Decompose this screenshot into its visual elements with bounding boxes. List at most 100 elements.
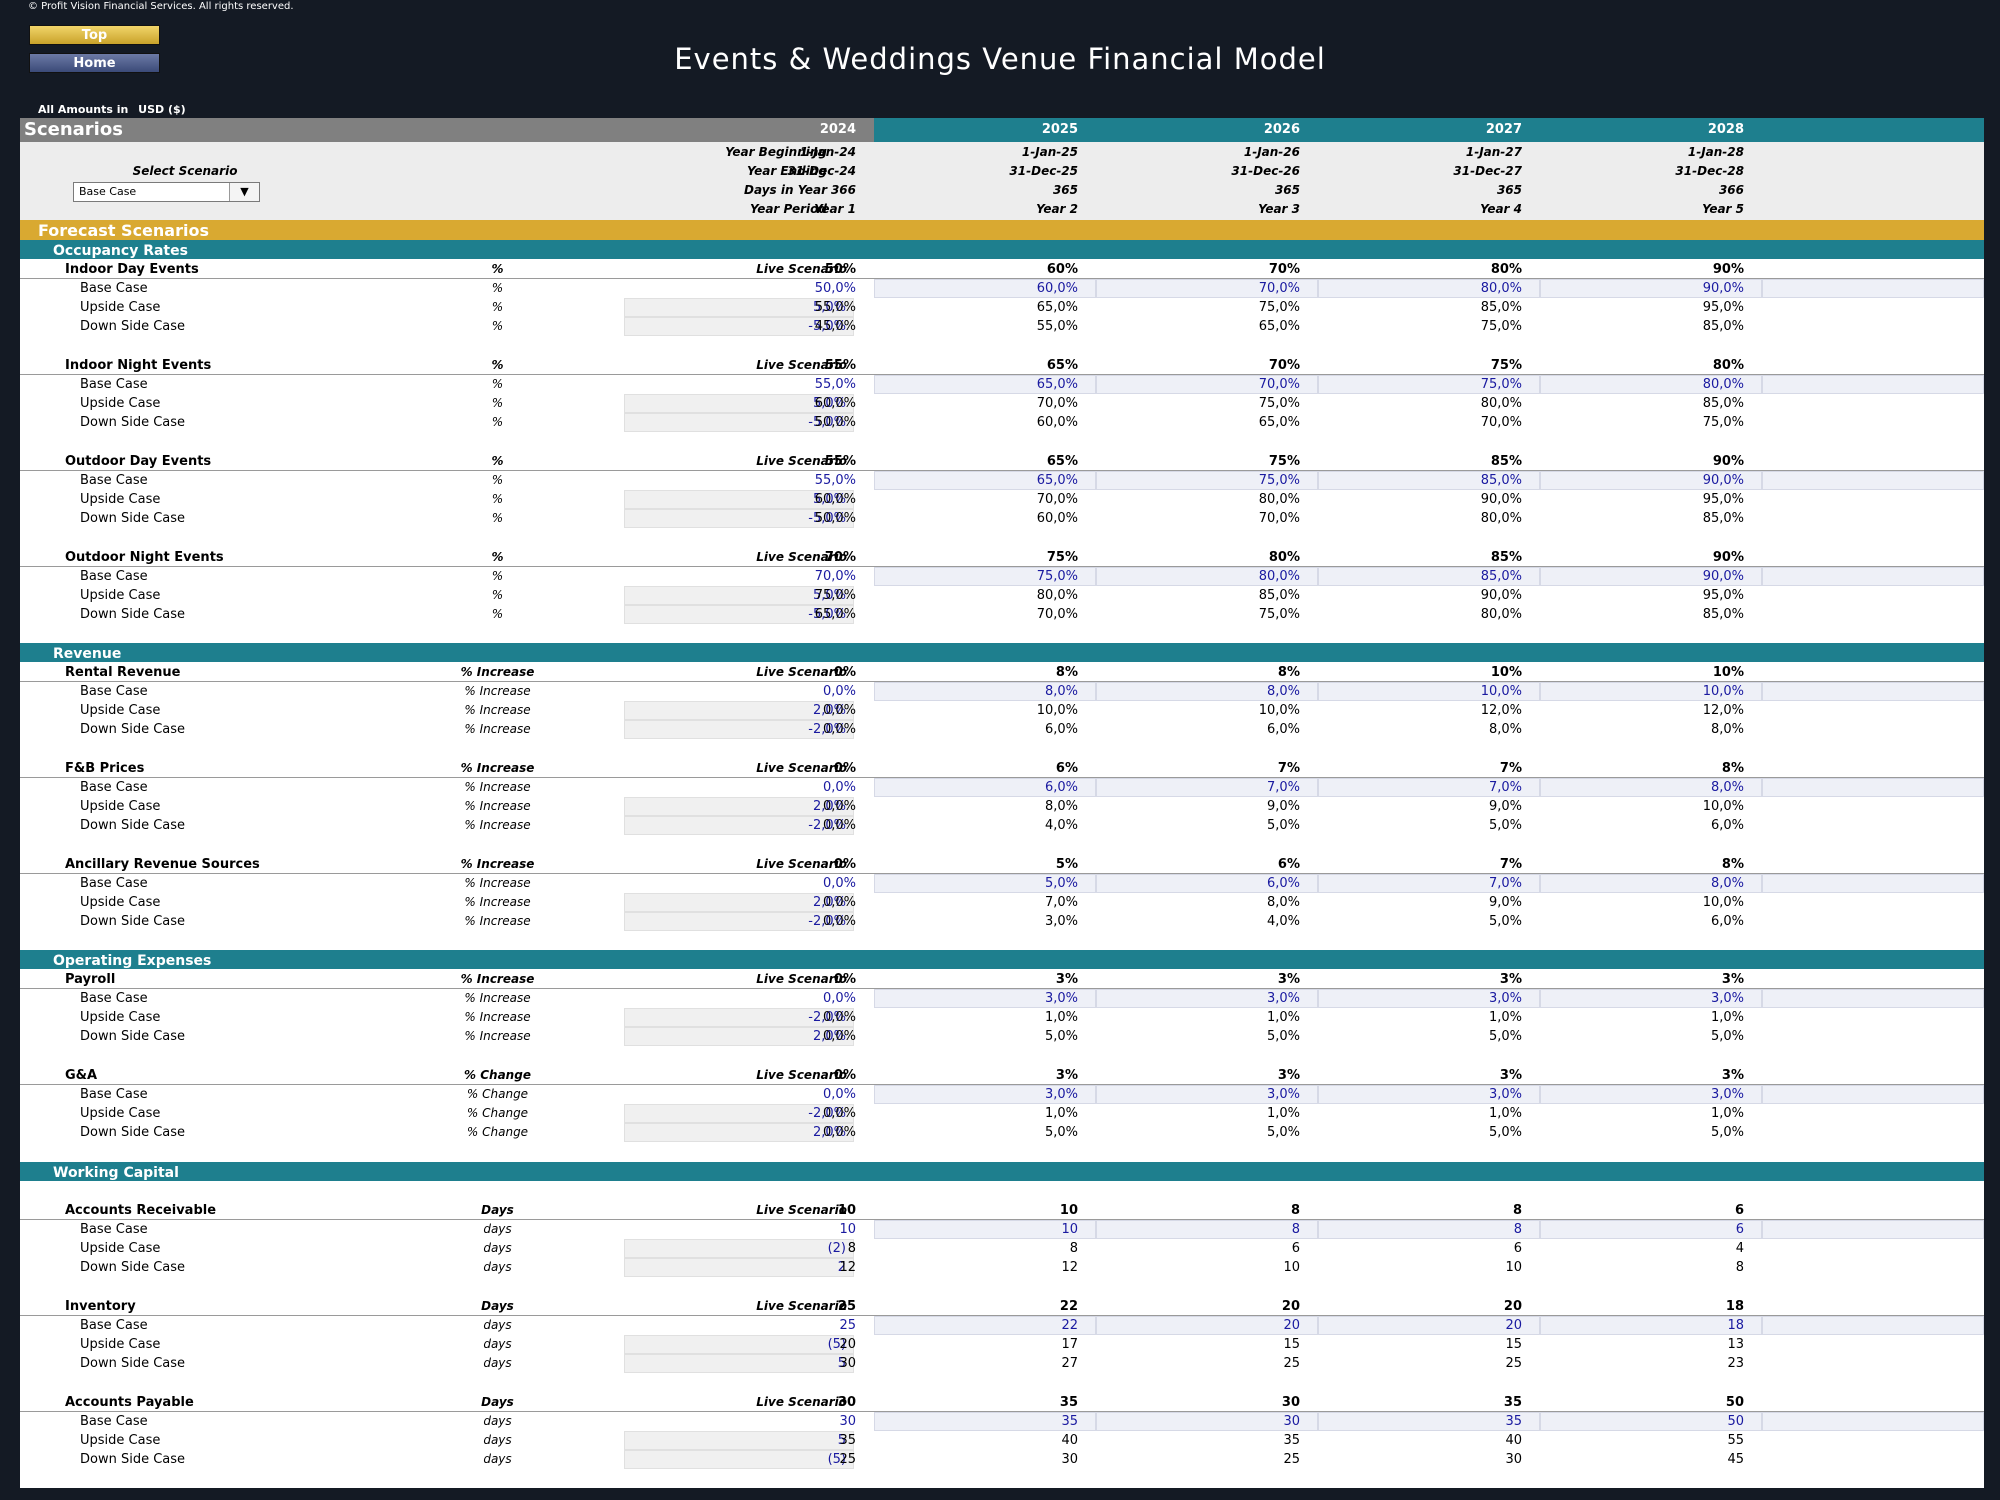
base-case-value[interactable]: 85,0%	[1480, 569, 1522, 584]
base-case-value[interactable]: 10	[839, 1222, 856, 1237]
base-case-value[interactable]: 65,0%	[1036, 377, 1078, 392]
adjustment-input-cell[interactable]	[624, 490, 854, 509]
base-case-value[interactable]: 35	[1505, 1414, 1522, 1429]
adjustment-value[interactable]: (2)	[827, 1241, 846, 1256]
input-cell[interactable]	[1318, 471, 1540, 490]
adjustment-value[interactable]: 5,0%	[812, 396, 846, 411]
input-cell[interactable]	[1096, 279, 1318, 298]
input-cell[interactable]	[1762, 1316, 1984, 1335]
input-cell[interactable]	[1096, 682, 1318, 701]
adjustment-value[interactable]: 5,0%	[812, 588, 846, 603]
adjustment-value[interactable]: 2,0%	[812, 895, 846, 910]
adjustment-input-cell[interactable]	[624, 1431, 854, 1450]
base-case-value[interactable]: 0,0%	[822, 684, 856, 699]
input-cell[interactable]	[1318, 375, 1540, 394]
adjustment-value[interactable]: -5,0%	[808, 415, 846, 430]
base-case-value[interactable]: 55,0%	[814, 473, 856, 488]
base-case-value[interactable]: 20	[1283, 1318, 1300, 1333]
input-cell[interactable]	[1096, 874, 1318, 893]
input-cell[interactable]	[874, 1412, 1096, 1431]
adjustment-input-cell[interactable]	[624, 1123, 854, 1142]
base-case-value[interactable]: 35	[1061, 1414, 1078, 1429]
input-cell[interactable]	[1762, 375, 1984, 394]
input-cell[interactable]	[1762, 471, 1984, 490]
base-case-value[interactable]: 7,0%	[1266, 780, 1300, 795]
adjustment-input-cell[interactable]	[624, 605, 854, 624]
adjustment-input-cell[interactable]	[624, 509, 854, 528]
input-cell[interactable]	[1540, 567, 1762, 586]
adjustment-value[interactable]: (5)	[827, 1337, 846, 1352]
base-case-value[interactable]: 8,0%	[1266, 684, 1300, 699]
input-cell[interactable]	[1096, 1085, 1318, 1104]
input-cell[interactable]	[1540, 279, 1762, 298]
base-case-value[interactable]: 55,0%	[814, 377, 856, 392]
base-case-value[interactable]: 75,0%	[1036, 569, 1078, 584]
base-case-value[interactable]: 7,0%	[1488, 780, 1522, 795]
base-case-value[interactable]: 8,0%	[1044, 684, 1078, 699]
adjustment-value[interactable]: 2,0%	[812, 799, 846, 814]
base-case-value[interactable]: 22	[1061, 1318, 1078, 1333]
input-cell[interactable]	[1318, 1316, 1540, 1335]
adjustment-value[interactable]: 5,0%	[812, 300, 846, 315]
input-cell[interactable]	[1318, 874, 1540, 893]
input-cell[interactable]	[1096, 1316, 1318, 1335]
base-case-value[interactable]: 10	[1061, 1222, 1078, 1237]
input-cell[interactable]	[874, 989, 1096, 1008]
input-cell[interactable]	[1096, 471, 1318, 490]
base-case-value[interactable]: 75,0%	[1480, 377, 1522, 392]
adjustment-input-cell[interactable]	[624, 586, 854, 605]
adjustment-input-cell[interactable]	[624, 413, 854, 432]
input-cell[interactable]	[1096, 375, 1318, 394]
adjustment-value[interactable]: -2,0%	[808, 722, 846, 737]
base-case-value[interactable]: 18	[1727, 1318, 1744, 1333]
input-cell[interactable]	[1318, 1412, 1540, 1431]
input-cell[interactable]	[1762, 874, 1984, 893]
base-case-value[interactable]: 6,0%	[1266, 876, 1300, 891]
input-cell[interactable]	[1540, 778, 1762, 797]
base-case-value[interactable]: 75,0%	[1258, 473, 1300, 488]
base-case-value[interactable]: 80,0%	[1258, 569, 1300, 584]
adjustment-value[interactable]: -2,0%	[808, 818, 846, 833]
adjustment-input-cell[interactable]	[624, 1239, 854, 1258]
input-cell[interactable]	[874, 1316, 1096, 1335]
input-cell[interactable]	[1540, 1412, 1762, 1431]
input-cell[interactable]	[874, 375, 1096, 394]
input-cell[interactable]	[1540, 989, 1762, 1008]
adjustment-value[interactable]: -5,0%	[808, 319, 846, 334]
base-case-value[interactable]: 0,0%	[822, 1087, 856, 1102]
adjustment-input-cell[interactable]	[624, 1027, 854, 1046]
input-cell[interactable]	[1318, 1220, 1540, 1239]
base-case-value[interactable]: 0,0%	[822, 991, 856, 1006]
adjustment-value[interactable]: -5,0%	[808, 607, 846, 622]
home-button[interactable]: Home	[29, 53, 160, 73]
input-cell[interactable]	[1762, 1220, 1984, 1239]
base-case-value[interactable]: 3,0%	[1488, 1087, 1522, 1102]
input-cell[interactable]	[874, 1085, 1096, 1104]
adjustment-value[interactable]: (5)	[827, 1452, 846, 1467]
input-cell[interactable]	[1762, 1412, 1984, 1431]
input-cell[interactable]	[1540, 1085, 1762, 1104]
input-cell[interactable]	[1540, 471, 1762, 490]
base-case-value[interactable]: 70,0%	[1258, 281, 1300, 296]
input-cell[interactable]	[1318, 1085, 1540, 1104]
input-cell[interactable]	[874, 1220, 1096, 1239]
top-button[interactable]: Top	[29, 25, 160, 45]
input-cell[interactable]	[1540, 1316, 1762, 1335]
base-case-value[interactable]: 3,0%	[1044, 991, 1078, 1006]
base-case-value[interactable]: 3,0%	[1044, 1087, 1078, 1102]
base-case-value[interactable]: 8	[1291, 1222, 1300, 1237]
input-cell[interactable]	[1762, 1085, 1984, 1104]
adjustment-value[interactable]: -5,0%	[808, 511, 846, 526]
input-cell[interactable]	[1762, 989, 1984, 1008]
adjustment-input-cell[interactable]	[624, 1354, 854, 1373]
base-case-value[interactable]: 50,0%	[814, 281, 856, 296]
adjustment-input-cell[interactable]	[624, 1008, 854, 1027]
base-case-value[interactable]: 65,0%	[1036, 473, 1078, 488]
input-cell[interactable]	[1762, 682, 1984, 701]
base-case-value[interactable]: 30	[1283, 1414, 1300, 1429]
input-cell[interactable]	[1318, 567, 1540, 586]
base-case-value[interactable]: 90,0%	[1702, 569, 1744, 584]
input-cell[interactable]	[874, 874, 1096, 893]
base-case-value[interactable]: 8,0%	[1710, 780, 1744, 795]
input-cell[interactable]	[1762, 567, 1984, 586]
